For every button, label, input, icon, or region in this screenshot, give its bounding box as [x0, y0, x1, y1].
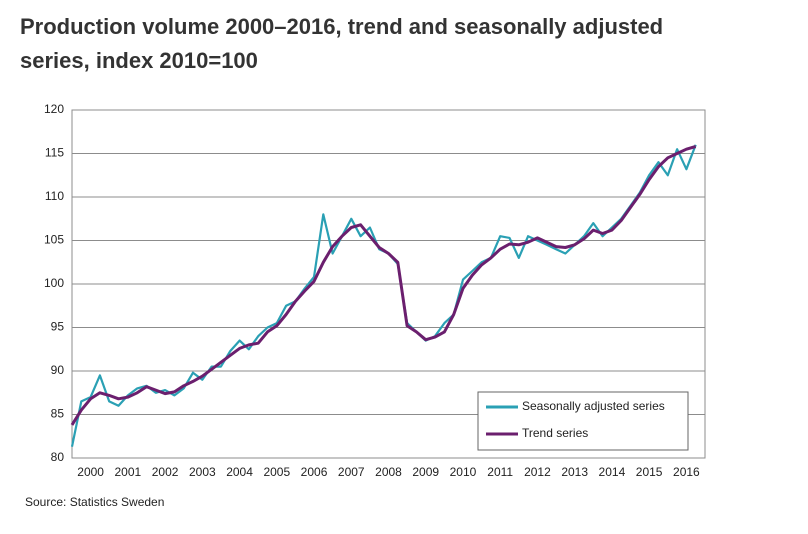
chart-subtitle: series, index 2010=100	[20, 48, 258, 73]
y-tick-label: 110	[45, 189, 64, 203]
x-tick-label: 2004	[226, 465, 253, 479]
x-tick-label: 2014	[599, 465, 626, 479]
x-tick-label: 2001	[115, 465, 142, 479]
x-tick-label: 2013	[561, 465, 588, 479]
x-tick-label: 2005	[263, 465, 290, 479]
x-tick-label: 2000	[77, 465, 104, 479]
series-line	[70, 145, 697, 426]
x-tick-label: 2016	[673, 465, 700, 479]
x-tick-label: 2008	[375, 465, 402, 479]
x-tick-label: 2011	[487, 465, 513, 479]
x-tick-label: 2003	[189, 465, 216, 479]
y-tick-label: 80	[51, 450, 65, 464]
y-tick-label: 120	[44, 102, 64, 116]
legend-label: Seasonally adjusted series	[522, 399, 665, 413]
x-tick-label: 2009	[412, 465, 439, 479]
x-tick-label: 2012	[524, 465, 551, 479]
x-tick-label: 2002	[152, 465, 179, 479]
legend-box	[477, 391, 689, 451]
x-tick-label: 2006	[301, 465, 328, 479]
x-tick-label: 2007	[338, 465, 365, 479]
y-tick-label: 90	[51, 363, 65, 377]
y-tick-label: 85	[51, 407, 65, 421]
x-tick-label: 2010	[450, 465, 477, 479]
x-tick-label: 2015	[636, 465, 663, 479]
y-tick-label: 105	[44, 233, 64, 247]
chart-title: Production volume 2000–2016, trend and s…	[20, 14, 663, 39]
source: Source: Statistics Sweden	[25, 495, 164, 509]
y-tick-label: 95	[51, 320, 65, 334]
y-tick-label: 100	[44, 276, 64, 290]
legend-label: Trend series	[522, 426, 588, 440]
y-tick-label: 115	[45, 146, 64, 160]
